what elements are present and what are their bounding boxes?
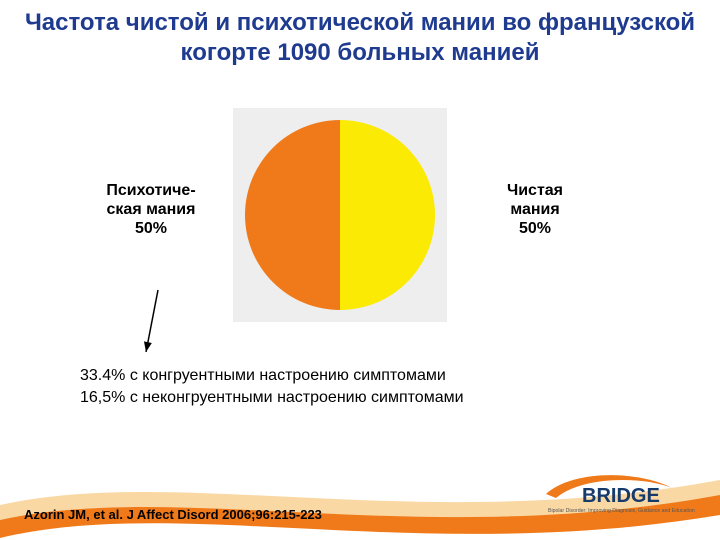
title-text: Частота чистой и психотической мании во … xyxy=(16,8,704,68)
citation-text: Azorin JM, et al. J Affect Disord 2006;9… xyxy=(24,507,322,522)
pie-chart xyxy=(233,108,447,322)
slide-title: Частота чистой и психотической мании во … xyxy=(0,8,720,68)
chart-area: Психотиче- ская мания 50% Чистая мания 5… xyxy=(0,125,720,375)
svg-text:BRIDGE: BRIDGE xyxy=(582,485,660,507)
slide: { "title": { "text": "Частота чистой и п… xyxy=(0,0,720,540)
left-slice-label: Психотиче- ская мания 50% xyxy=(86,181,216,239)
left-label-line2: ская мания xyxy=(86,200,216,219)
right-label-line1: Чистая xyxy=(485,181,585,200)
right-label-line2: мания xyxy=(485,200,585,219)
notes-block: 33.4% с конгруентными настроению симптом… xyxy=(80,365,464,408)
bridge-logo: BRIDGEBipolar Disorder: Improving Diagno… xyxy=(542,468,702,516)
logo-svg: BRIDGEBipolar Disorder: Improving Diagno… xyxy=(542,468,702,516)
right-slice-label: Чистая мания 50% xyxy=(485,181,585,239)
svg-text:Bipolar Disorder: Improving Di: Bipolar Disorder: Improving Diagnosis, G… xyxy=(548,508,695,514)
left-label-line1: Психотиче- xyxy=(86,181,216,200)
left-label-percent: 50% xyxy=(86,219,216,238)
right-label-percent: 50% xyxy=(485,219,585,238)
note-line-1: 33.4% с конгруентными настроению симптом… xyxy=(80,365,464,387)
note-line-2: 16,5% с неконгруентными настроению симпт… xyxy=(80,387,464,409)
pie-svg xyxy=(233,108,447,322)
